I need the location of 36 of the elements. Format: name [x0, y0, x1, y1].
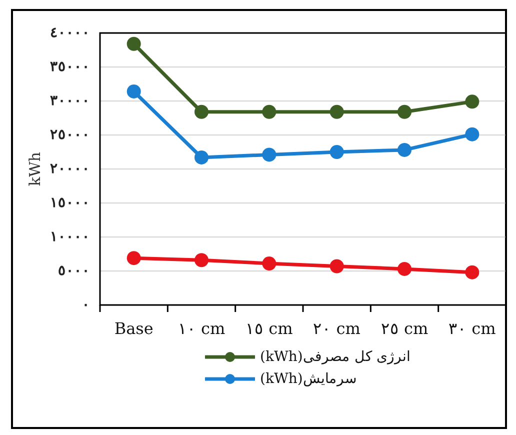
- point: [262, 104, 276, 119]
- x-tick-label: ١٠ cm: [178, 319, 226, 338]
- y-tick-label: ٤٠٠٠٠: [50, 25, 90, 41]
- point: [194, 104, 208, 119]
- legend-label: سرمایش(kWh): [260, 371, 357, 387]
- point: [398, 104, 412, 119]
- x-tick-label: ١٥ cm: [246, 319, 293, 338]
- y-tick-label: ٠: [82, 297, 90, 313]
- y-axis-title: kWh: [26, 152, 44, 186]
- y-tick-label: ٢٥٠٠٠: [50, 127, 90, 143]
- point: [194, 150, 208, 164]
- y-tick-label: ٢٠٠٠٠: [50, 161, 90, 177]
- legend-label: انرژی کل مصرفی(kWh): [260, 349, 411, 365]
- y-tick-label: ١٠٠٠٠: [50, 229, 90, 245]
- point: [330, 259, 344, 274]
- x-tick-label: ٢٥ cm: [380, 319, 428, 338]
- point: [262, 148, 276, 162]
- y-tick-label: ٣٠٠٠٠: [50, 93, 90, 109]
- x-tick-label: ٢٠ cm: [313, 319, 360, 338]
- point: [330, 104, 344, 119]
- point: [262, 256, 276, 271]
- y-tick-label: ١٥٠٠٠: [50, 195, 90, 211]
- y-tick-label: ٥٠٠٠: [58, 263, 90, 279]
- x-tick-label: Base: [114, 319, 154, 338]
- point: [398, 262, 412, 276]
- x-tick-label: ٣٠ cm: [448, 319, 496, 338]
- y-tick-label: ٣٥٠٠٠: [50, 59, 90, 75]
- point: [126, 36, 141, 51]
- point: [465, 127, 480, 142]
- point: [465, 265, 480, 280]
- point: [126, 84, 141, 98]
- point: [330, 145, 344, 159]
- point: [194, 253, 208, 268]
- point: [465, 94, 480, 109]
- point: [126, 251, 141, 266]
- point: [398, 142, 412, 157]
